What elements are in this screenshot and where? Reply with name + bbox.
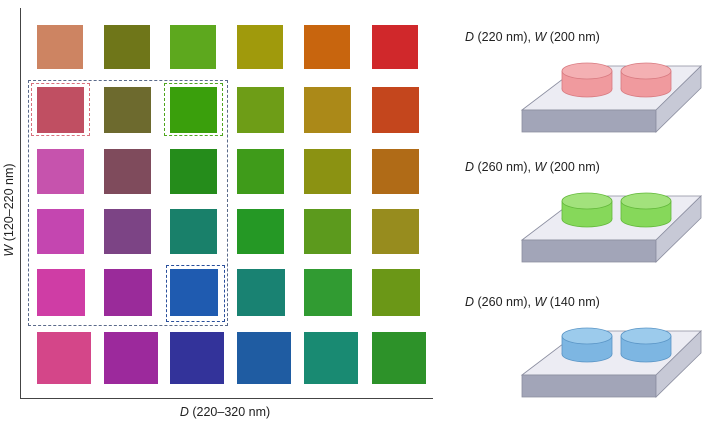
- color-swatch-r5-c3: [170, 269, 218, 316]
- color-swatch-r2-c6: [372, 87, 419, 133]
- structure-1-w-value: (200 nm): [549, 30, 600, 44]
- color-swatch-r6-c2: [104, 332, 158, 384]
- color-swatch-r5-c2: [104, 269, 152, 316]
- structure-3-label: D (260 nm), W (140 nm): [465, 295, 600, 309]
- color-swatch-r6-c1: [37, 332, 91, 384]
- x-axis-variable: D: [179, 405, 189, 419]
- y-axis-variable: W: [2, 244, 16, 257]
- color-swatch-r2-c2: [104, 87, 151, 133]
- structure-3-w-value: (140 nm): [549, 295, 600, 309]
- color-swatch-r4-c5: [304, 209, 351, 254]
- color-swatch-r4-c6: [372, 209, 419, 254]
- color-swatch-r5-c5: [304, 269, 352, 316]
- color-swatch-r6-c5: [304, 332, 358, 384]
- structure-2-w-var: W: [534, 160, 547, 174]
- structure-1-d-value: (220 nm),: [477, 30, 532, 44]
- color-swatch-r6-c3: [170, 332, 224, 384]
- pillar-1: [561, 62, 613, 98]
- structure-1-label: D (220 nm), W (200 nm): [465, 30, 600, 44]
- structure-2-label: D (260 nm), W (200 nm): [465, 160, 600, 174]
- color-swatch-r2-c3: [170, 87, 217, 133]
- color-swatch-r6-c4: [237, 332, 291, 384]
- y-axis-label: W (120–220 nm): [2, 163, 16, 256]
- color-swatch-r5-c1: [37, 269, 85, 316]
- structure-3-illustration: [520, 327, 702, 398]
- structure-3: D (260 nm), W (140 nm): [440, 285, 703, 425]
- pillar-2: [620, 192, 672, 228]
- color-grid-panel: W (120–220 nm) D (220–320 nm): [2, 8, 433, 419]
- x-axis-label: D (220–320 nm): [180, 405, 270, 419]
- structure-2-illustration: [520, 192, 702, 263]
- structure-3-w-var: W: [534, 295, 547, 309]
- substrate-front-face: [521, 374, 657, 398]
- structure-3-d-value: (260 nm),: [477, 295, 532, 309]
- substrate-side-face: [655, 195, 702, 263]
- substrate-side-face: [655, 65, 702, 133]
- structure-1-d-var: D: [465, 30, 475, 44]
- grid-axes-frame: [20, 8, 433, 399]
- structure-3-d-var: D: [465, 295, 475, 309]
- color-swatch-r2-c5: [304, 87, 351, 133]
- highlight-swatch-green: [164, 83, 223, 136]
- color-swatch-r4-c2: [104, 209, 151, 254]
- color-swatch-r4-c1: [37, 209, 84, 254]
- color-swatch-r2-c1: [37, 87, 84, 133]
- color-swatch-r1-c4: [237, 25, 283, 69]
- structure-2: D (260 nm), W (200 nm): [440, 150, 703, 290]
- highlight-swatch-red: [31, 83, 90, 136]
- substrate-side-face: [655, 330, 702, 398]
- pillar-1: [561, 327, 613, 363]
- color-swatch-r3-c1: [37, 149, 84, 194]
- structure-1: D (220 nm), W (200 nm): [440, 20, 703, 160]
- color-swatch-r3-c3: [170, 149, 217, 194]
- structure-1-w-var: W: [534, 30, 547, 44]
- color-swatch-r4-c4: [237, 209, 284, 254]
- color-swatch-r3-c6: [372, 149, 419, 194]
- structure-2-d-value: (260 nm),: [477, 160, 532, 174]
- pillar-2: [620, 327, 672, 363]
- x-axis-range: (220–320 nm): [192, 405, 271, 419]
- color-swatch-r3-c5: [304, 149, 351, 194]
- color-swatch-r3-c4: [237, 149, 284, 194]
- color-swatch-r6-c6: [372, 332, 426, 384]
- substrate-front-face: [521, 239, 657, 263]
- pillar-2: [620, 62, 672, 98]
- color-swatch-r3-c2: [104, 149, 151, 194]
- highlight-swatch-blue: [166, 265, 225, 322]
- color-swatch-r1-c2: [104, 25, 150, 69]
- color-swatch-r1-c6: [372, 25, 418, 69]
- structure-2-w-value: (200 nm): [549, 160, 600, 174]
- color-swatch-r5-c4: [237, 269, 285, 316]
- structure-2-d-var: D: [465, 160, 475, 174]
- pillar-1: [561, 192, 613, 228]
- highlight-region-outer: [28, 80, 228, 326]
- substrate-front-face: [521, 109, 657, 133]
- color-swatch-r1-c3: [170, 25, 216, 69]
- structure-1-illustration: [520, 62, 702, 133]
- color-swatch-r2-c4: [237, 87, 284, 133]
- color-swatch-r4-c3: [170, 209, 217, 254]
- color-swatch-r5-c6: [372, 269, 420, 316]
- color-swatch-r1-c1: [37, 25, 83, 69]
- y-axis-range: (120–220 nm): [2, 163, 16, 242]
- color-swatch-r1-c5: [304, 25, 350, 69]
